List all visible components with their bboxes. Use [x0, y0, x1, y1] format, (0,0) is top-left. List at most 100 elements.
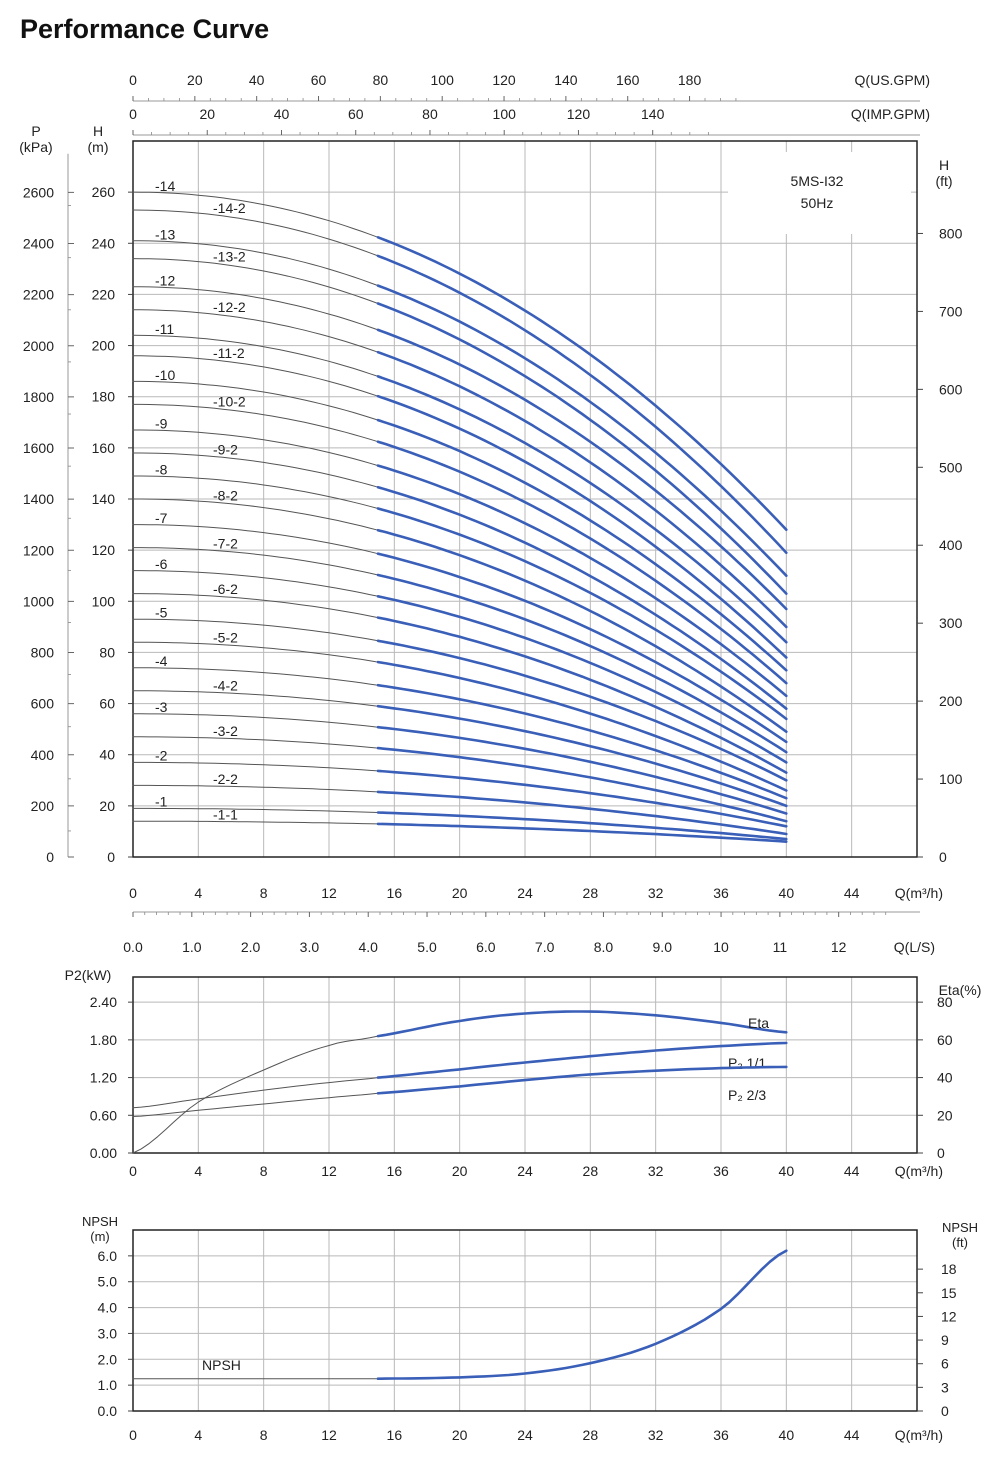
pressure-tick-label: 2200 — [23, 287, 54, 303]
ls-axis-tick-label: 1.0 — [182, 939, 202, 955]
npsh-x-tick-label: 40 — [779, 1427, 795, 1443]
ls-axis-tick-label: 5.0 — [417, 939, 437, 955]
top-axis-tick-label: 140 — [641, 106, 665, 122]
power-curve-line — [132, 1077, 379, 1109]
npsh-ft-tick-label: 12 — [941, 1308, 957, 1324]
top-axis-tick-label: 0 — [129, 106, 137, 122]
head-x-tick-label: 40 — [779, 885, 795, 901]
head-curve-line — [132, 524, 379, 555]
head-curve-label: -2-2 — [213, 771, 238, 787]
ls-axis-tick-label: 6.0 — [476, 939, 496, 955]
head-curve-line — [132, 667, 379, 686]
top-axis-tick-label: 140 — [554, 72, 578, 88]
power-x-tick-label: 0 — [129, 1163, 137, 1179]
top-axis-tick-label: 20 — [187, 72, 203, 88]
top-axis-tick-label: 180 — [678, 72, 702, 88]
head-curve-line — [376, 769, 788, 828]
ls-axis-tick-label: 11 — [773, 939, 788, 955]
head-curve-line — [376, 328, 788, 611]
head-curve-line — [132, 380, 379, 421]
head-y-axis-label: H (m) — [88, 123, 109, 155]
power-x-tick-label: 36 — [713, 1163, 729, 1179]
head-curve-label: -4 — [155, 653, 168, 669]
head-curve-label: -7-2 — [213, 535, 238, 551]
head-curve-line — [132, 498, 379, 531]
eta-axis-label: Eta(%) — [939, 982, 982, 998]
head-x-tick-label: 4 — [194, 885, 202, 901]
head-curve-label: -12-2 — [213, 299, 246, 315]
top-axis-tick-label: 120 — [567, 106, 591, 122]
head-y-tick-label: 80 — [99, 644, 115, 660]
head-curve-label: -5-2 — [213, 629, 238, 645]
head-curve-label: -3-2 — [213, 723, 238, 739]
npsh-x-tick-label: 44 — [844, 1427, 860, 1443]
npsh-ft-axis-label: NPSH (ft) — [942, 1220, 978, 1250]
head-curve-line — [132, 309, 379, 353]
head-curve-line — [132, 761, 379, 772]
power-y-axis-label: P2(kW) — [65, 967, 112, 983]
head-curve-line — [376, 485, 788, 711]
head-curve-label: -11-2 — [213, 345, 245, 361]
head-curve-line — [132, 736, 379, 749]
eta-tick-label: 0 — [937, 1145, 945, 1161]
head-y-tick-label: 160 — [92, 440, 116, 456]
head-curve-line — [132, 784, 379, 793]
head-curve-line — [376, 660, 788, 792]
npsh-x-tick-label: 32 — [648, 1427, 664, 1443]
power-curve-line — [132, 1035, 379, 1154]
npsh-x-tick-label: 24 — [517, 1427, 533, 1443]
npsh-y-tick-label: 0.0 — [98, 1403, 118, 1419]
head-curve-label: -1-1 — [213, 806, 238, 822]
head-x-tick-label: 12 — [321, 885, 337, 901]
head-curve-line — [132, 690, 379, 707]
head-curve-line — [376, 284, 788, 578]
head-y-tick-label: 200 — [92, 338, 116, 354]
ls-axis-tick-label: 3.0 — [300, 939, 320, 955]
head-x-tick-label: 36 — [713, 885, 729, 901]
npsh-x-tick-label: 36 — [713, 1427, 729, 1443]
head-curve-line — [132, 618, 379, 642]
head-curve-label: -4-2 — [213, 677, 238, 693]
npsh-ft-tick-label: 15 — [941, 1285, 957, 1301]
pressure-tick-label: 2600 — [23, 184, 54, 200]
pressure-tick-label: 800 — [31, 645, 55, 661]
npsh-x-axis-label: Q(m³/h) — [895, 1427, 943, 1443]
ft-tick-label: 800 — [939, 225, 963, 241]
npsh-y-tick-label: 5.0 — [98, 1274, 118, 1290]
pressure-tick-label: 0 — [46, 849, 54, 865]
head-y-tick-label: 240 — [92, 235, 116, 251]
head-curve-line — [132, 820, 379, 825]
npsh-ft-tick-label: 18 — [941, 1261, 957, 1277]
eta-tick-label: 80 — [937, 994, 953, 1010]
pressure-tick-label: 200 — [31, 798, 55, 814]
power-curve-label: Eta — [748, 1015, 769, 1031]
npsh-ft-tick-label: 6 — [941, 1356, 949, 1372]
head-curve-line — [132, 452, 379, 488]
head-curve-label: -8 — [155, 462, 168, 478]
head-x-tick-label: 28 — [583, 885, 599, 901]
power-y-tick-label: 2.40 — [90, 994, 117, 1010]
top-axis-tick-label: 60 — [348, 106, 364, 122]
head-y-tick-label: 40 — [99, 747, 115, 763]
power-x-tick-label: 12 — [321, 1163, 337, 1179]
npsh-plot-frame — [132, 1229, 918, 1412]
pressure-tick-label: 2400 — [23, 236, 54, 252]
head-y-tick-label: 60 — [99, 696, 115, 712]
power-x-axis-label: Q(m³/h) — [895, 1163, 943, 1179]
ft-tick-label: 400 — [939, 537, 963, 553]
head-curve-line — [132, 209, 379, 257]
head-y-tick-label: 120 — [92, 542, 116, 558]
head-curve-line — [132, 191, 379, 238]
top-axis-tick-label: 40 — [274, 106, 290, 122]
head-curve-line — [376, 440, 788, 685]
power-y-tick-label: 1.20 — [90, 1070, 117, 1086]
top-axis-label: Q(IMP.GPM) — [851, 106, 930, 122]
top-axis-tick-label: 100 — [493, 106, 517, 122]
head-curve-line — [132, 713, 379, 728]
head-curve-line — [132, 240, 379, 287]
power-y-tick-label: 1.80 — [90, 1032, 117, 1048]
power-x-tick-label: 8 — [260, 1163, 268, 1179]
ft-tick-label: 0 — [939, 849, 947, 865]
head-curve-label: -2 — [155, 748, 168, 764]
head-curve-label: -11 — [155, 321, 174, 337]
